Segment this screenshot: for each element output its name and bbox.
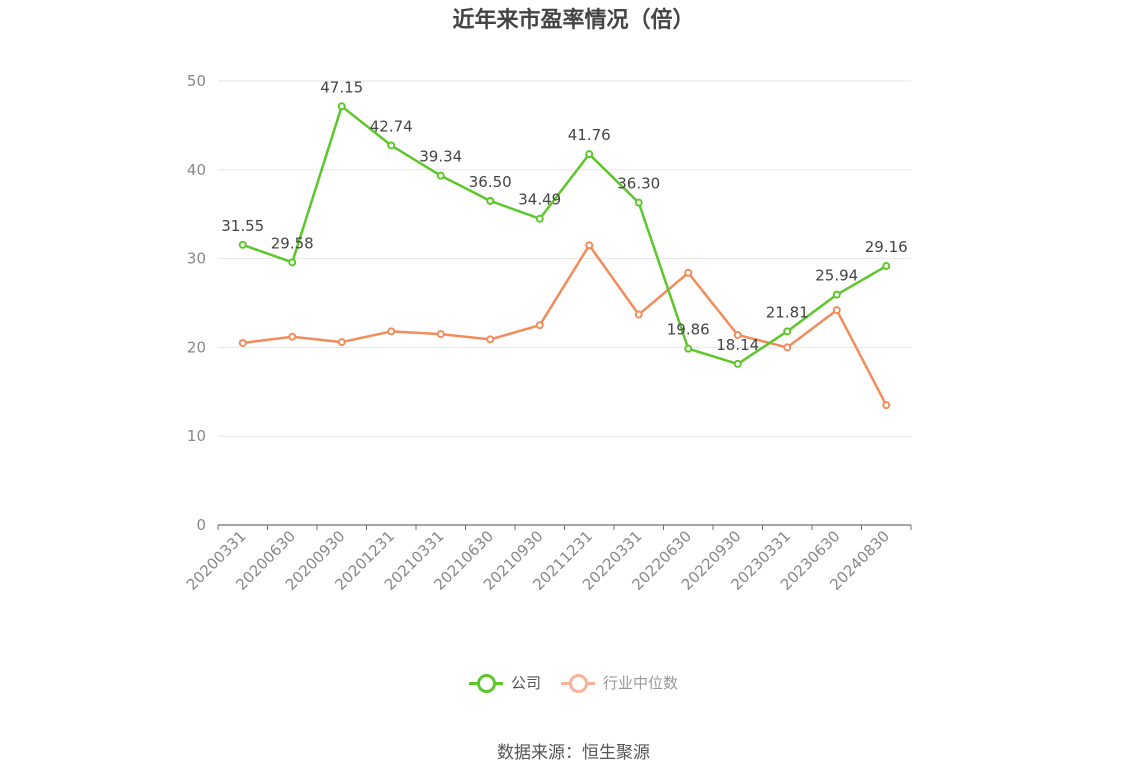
data-label: 31.55 xyxy=(221,217,264,235)
data-point-0 xyxy=(337,102,346,111)
data-label: 18.14 xyxy=(716,336,759,354)
data-point-0 xyxy=(535,214,544,223)
data-point-1 xyxy=(337,338,346,347)
data-point-0 xyxy=(288,258,297,267)
data-point-0 xyxy=(783,327,792,336)
data-label: 34.49 xyxy=(518,191,561,209)
data-label: 41.76 xyxy=(568,126,611,144)
y-tick-label: 10 xyxy=(187,427,206,445)
series-line-0 xyxy=(242,105,887,366)
legend-company-marker-icon xyxy=(468,673,503,693)
legend-company-label: 公司 xyxy=(510,674,541,692)
data-label: 36.30 xyxy=(617,175,660,193)
data-point-0 xyxy=(634,198,643,207)
y-tick-label: 20 xyxy=(187,338,206,356)
data-point-1 xyxy=(288,332,297,341)
data-point-0 xyxy=(436,171,445,180)
data-point-0 xyxy=(684,344,693,353)
data-point-0 xyxy=(882,262,891,271)
data-point-1 xyxy=(535,321,544,330)
y-tick-label: 30 xyxy=(187,250,206,268)
series-line-1 xyxy=(242,244,888,406)
data-point-1 xyxy=(882,401,891,410)
data-label: 25.94 xyxy=(815,267,858,285)
data-point-0 xyxy=(733,359,742,368)
data-point-0 xyxy=(486,196,495,205)
chart-legend: 公司 行业中位数 xyxy=(0,672,1147,693)
data-label: 21.81 xyxy=(766,303,809,321)
data-point-1 xyxy=(436,330,445,339)
y-tick-label: 40 xyxy=(187,161,206,179)
data-point-0 xyxy=(238,240,247,249)
legend-item-company[interactable]: 公司 xyxy=(468,672,541,693)
data-label: 42.74 xyxy=(370,117,413,135)
data-point-1 xyxy=(387,327,396,336)
data-label: 29.16 xyxy=(865,238,908,256)
data-point-1 xyxy=(783,343,792,352)
legend-industry-median-label: 行业中位数 xyxy=(603,674,679,692)
data-point-0 xyxy=(585,150,594,159)
legend-item-industry-median[interactable]: 行业中位数 xyxy=(561,672,678,693)
data-label: 39.34 xyxy=(419,148,462,166)
data-point-1 xyxy=(238,338,247,347)
data-label: 36.50 xyxy=(469,173,512,191)
data-point-0 xyxy=(387,141,396,150)
y-tick-label: 0 xyxy=(196,516,206,534)
data-point-0 xyxy=(832,290,841,299)
data-point-1 xyxy=(486,335,495,344)
data-label: 29.58 xyxy=(271,234,314,252)
data-point-1 xyxy=(585,241,594,250)
data-point-1 xyxy=(832,306,841,315)
data-label: 19.86 xyxy=(667,321,710,339)
data-source-note: 数据来源：恒生聚源 xyxy=(497,743,650,763)
y-tick-label: 50 xyxy=(187,72,206,90)
data-label: 47.15 xyxy=(320,78,363,96)
data-point-1 xyxy=(733,330,742,339)
legend-industry-median-marker-icon xyxy=(561,673,595,693)
data-point-1 xyxy=(634,310,643,319)
chart-title: 近年来市盈率情况（倍） xyxy=(452,8,695,33)
data-point-1 xyxy=(684,268,693,277)
